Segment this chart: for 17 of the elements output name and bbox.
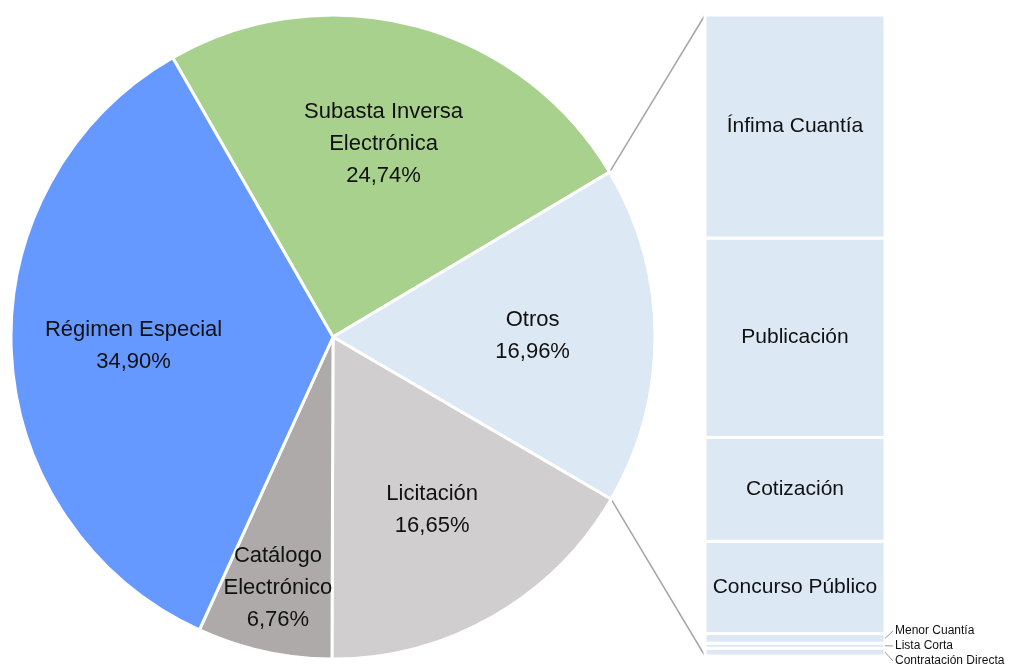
slice-label: Licitación	[386, 480, 479, 506]
data-label: 24,74%	[346, 161, 421, 187]
slice-label: Otros	[505, 305, 560, 331]
series-label: Contratación Directa	[895, 653, 1005, 668]
slice-label: Catálogo Electrónico	[223, 542, 333, 600]
series-label: Cotización	[745, 475, 845, 499]
series-label: Menor Cuantía	[895, 623, 975, 638]
data-label: 34,90%	[96, 348, 171, 374]
data-label: 6,76%	[246, 606, 310, 632]
slice-label: Régimen Especial	[44, 316, 223, 342]
series-label: Lista Corta	[895, 638, 954, 653]
series-label: Publicación	[741, 324, 849, 348]
data-label: 16,96%	[495, 337, 570, 363]
series-label: Concurso Público	[712, 573, 878, 597]
data-label: 16,65%	[394, 512, 470, 538]
series-label: Ínfima Cuantía	[726, 113, 864, 137]
slice-label: Subasta Inversa Electrónica	[304, 97, 464, 155]
